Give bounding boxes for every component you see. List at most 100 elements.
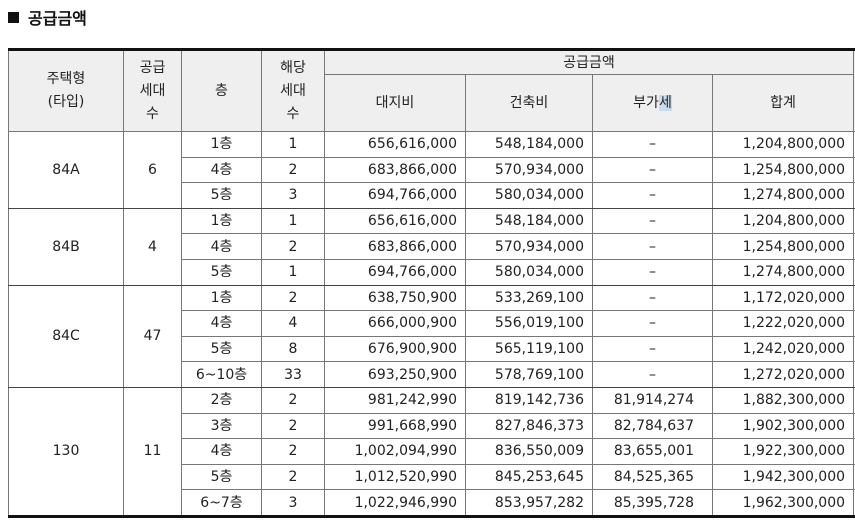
- total-cell: 1,902,300,000: [711, 412, 855, 440]
- table-row: 130 11 2층 2 981,242,990 819,142,736 81,914,274…: [8, 386, 855, 518]
- table-row: 5층 8 676,900,900 565,119,100–1,242,020,000: [9, 335, 855, 363]
- vat-cell: 85,395,728: [592, 489, 713, 518]
- building-cost-cell: 570,934,000: [465, 156, 593, 184]
- unit-count-cell: 2: [261, 463, 325, 491]
- header-building-cost: 건축비: [465, 74, 593, 132]
- vat-cell: –: [592, 156, 713, 184]
- land-cost-cell: 1,022,946,990: [324, 489, 466, 518]
- header-land-cost: 대지비: [324, 74, 466, 132]
- unit-count-cell: 4: [261, 310, 325, 337]
- floor-cell: 2층: [181, 386, 262, 414]
- unit-count-cell: 3: [261, 182, 325, 209]
- building-cost-cell: 548,184,000: [465, 131, 593, 158]
- land-cost-cell: 638,750,900: [324, 284, 466, 312]
- floor-cell: 6~10층: [181, 361, 262, 388]
- unit-count-cell: 1: [261, 258, 325, 286]
- unit-count-cell: 2: [261, 386, 325, 414]
- vat-cell: –: [592, 335, 713, 363]
- header-overflow-column: [853, 48, 855, 132]
- price-table-body: 84A 6 1층 1 656,616,000 548,184,000–1,204,800,…: [8, 131, 855, 518]
- supply-units-cell: 11: [123, 386, 182, 518]
- vat-cell: 84,525,365: [592, 463, 713, 491]
- land-cost-cell: 981,242,990: [324, 386, 466, 414]
- unit-count-cell: 2: [261, 412, 325, 440]
- header-supply-price: 공급금액: [323, 48, 855, 75]
- floor-cell: 5층: [181, 258, 262, 286]
- type-cell: 84C: [8, 284, 124, 388]
- header-floor: 층: [181, 48, 262, 132]
- table-row: 84B 4 1층 1 656,616,000 548,184,000–1,204,800,…: [8, 207, 855, 286]
- building-cost-cell: 819,142,736: [465, 386, 593, 414]
- header-total: 합계: [711, 74, 855, 132]
- vat-cell: –: [592, 182, 713, 209]
- unit-count-cell: 1: [261, 207, 325, 235]
- table-row: 4층 4 666,000,900 556,019,100–1,222,020,000: [9, 310, 855, 337]
- unit-count-cell: 2: [261, 438, 325, 465]
- total-cell: 1,222,020,000: [711, 310, 855, 337]
- vat-cell: –: [592, 310, 713, 337]
- land-cost-cell: 656,616,000: [324, 131, 466, 158]
- total-cell: 1,274,800,000: [711, 258, 855, 286]
- floor-cell: 5층: [181, 335, 262, 363]
- floor-cell: 1층: [181, 207, 262, 235]
- section-title-text: 공급금액: [28, 9, 87, 28]
- table-row: 4층 2 683,866,000 570,934,000–1,254,800,000: [9, 156, 855, 184]
- vat-cell: 83,655,001: [592, 438, 713, 465]
- unit-count-cell: 8: [261, 335, 325, 363]
- unit-count-cell: 2: [261, 284, 325, 312]
- table-row: 5층 3 694,766,000 580,034,000–1,274,800,000: [9, 182, 855, 209]
- building-cost-cell: 570,934,000: [465, 233, 593, 260]
- total-cell: 1,942,300,000: [711, 463, 855, 491]
- total-cell: 1,172,020,000: [711, 284, 855, 312]
- building-cost-cell: 580,034,000: [465, 182, 593, 209]
- total-cell: 1,254,800,000: [711, 233, 855, 260]
- vat-cell: –: [592, 207, 713, 235]
- supply-units-cell: 4: [123, 207, 182, 286]
- land-cost-cell: 991,668,990: [324, 412, 466, 440]
- table-row: 3층 2 991,668,990 827,846,373 82,784,637 1,902…: [9, 412, 855, 440]
- unit-count-cell: 2: [261, 233, 325, 260]
- building-cost-cell: 578,769,100: [465, 361, 593, 388]
- building-cost-cell: 548,184,000: [465, 207, 593, 235]
- land-cost-cell: 694,766,000: [324, 258, 466, 286]
- land-cost-cell: 683,866,000: [324, 156, 466, 184]
- type-cell: 84B: [8, 207, 124, 286]
- floor-cell: 1층: [181, 131, 262, 158]
- total-cell: 1,254,800,000: [711, 156, 855, 184]
- table-row: 6~7층 3 1,022,946,990 853,957,282 85,395,728 1…: [9, 489, 855, 518]
- total-cell: 1,274,800,000: [711, 182, 855, 209]
- total-cell: 1,242,020,000: [711, 335, 855, 363]
- floor-cell: 5층: [181, 182, 262, 209]
- text-selection-highlight: 세: [658, 95, 672, 111]
- table-row: 84A 6 1층 1 656,616,000 548,184,000–1,204,800,…: [8, 131, 855, 209]
- table-row: 84C 47 1층 2 638,750,900 533,269,100–1,172,020…: [8, 284, 855, 388]
- vat-cell: 82,784,637: [592, 412, 713, 440]
- total-cell: 1,204,800,000: [711, 131, 855, 158]
- building-cost-cell: 565,119,100: [465, 335, 593, 363]
- supply-units-cell: 47: [123, 284, 182, 388]
- supply-price-table: 주택형 (타입) 공급 세대 수 층 해당 세대 수 공급금액 대지비 건축비 부가세 합…: [8, 48, 855, 518]
- header-type: 주택형 (타입): [8, 48, 124, 132]
- land-cost-cell: 666,000,900: [324, 310, 466, 337]
- land-cost-cell: 693,250,900: [324, 361, 466, 388]
- building-cost-cell: 827,846,373: [465, 412, 593, 440]
- header-unit-count: 해당 세대 수: [261, 48, 325, 132]
- land-cost-cell: 676,900,900: [324, 335, 466, 363]
- building-cost-cell: 845,253,645: [465, 463, 593, 491]
- unit-count-cell: 33: [261, 361, 325, 388]
- floor-cell: 4층: [181, 438, 262, 465]
- floor-cell: 6~7층: [181, 489, 262, 518]
- building-cost-cell: 853,957,282: [465, 489, 593, 518]
- land-cost-cell: 1,012,520,990: [324, 463, 466, 491]
- floor-cell: 5층: [181, 463, 262, 491]
- table-row: 5층 1 694,766,000 580,034,000–1,274,800,000: [9, 258, 855, 286]
- land-cost-cell: 1,002,094,990: [324, 438, 466, 465]
- header-supply-units: 공급 세대 수: [123, 48, 182, 132]
- vat-cell: –: [592, 258, 713, 286]
- building-cost-cell: 533,269,100: [465, 284, 593, 312]
- land-cost-cell: 656,616,000: [324, 207, 466, 235]
- header-vat: 부가세: [592, 74, 713, 132]
- floor-cell: 1층: [181, 284, 262, 312]
- total-cell: 1,272,020,000: [711, 361, 855, 388]
- building-cost-cell: 556,019,100: [465, 310, 593, 337]
